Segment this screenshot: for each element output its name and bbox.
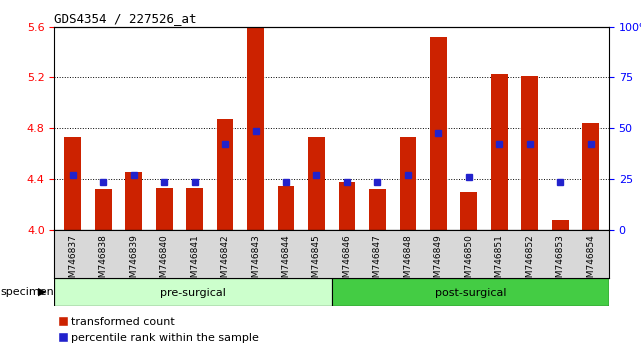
Bar: [156, 188, 172, 230]
Text: ▶: ▶: [38, 287, 46, 297]
Text: GSM746851: GSM746851: [495, 234, 504, 289]
Text: GSM746839: GSM746839: [129, 234, 138, 289]
Bar: [491, 74, 508, 230]
Text: GSM746845: GSM746845: [312, 234, 321, 289]
Text: GSM746853: GSM746853: [556, 234, 565, 289]
Text: GSM746850: GSM746850: [464, 234, 473, 289]
Bar: [369, 189, 386, 230]
Bar: [308, 137, 325, 230]
Bar: [95, 189, 112, 230]
Bar: [247, 27, 264, 230]
Bar: [430, 37, 447, 230]
Text: GSM746844: GSM746844: [281, 234, 290, 289]
Text: GSM746837: GSM746837: [68, 234, 78, 289]
Text: GSM746852: GSM746852: [525, 234, 534, 289]
Text: post-surgical: post-surgical: [435, 287, 506, 298]
Bar: [338, 182, 355, 230]
Legend: transformed count, percentile rank within the sample: transformed count, percentile rank withi…: [60, 317, 259, 343]
Text: GDS4354 / 227526_at: GDS4354 / 227526_at: [54, 12, 197, 25]
Bar: [521, 76, 538, 230]
Bar: [399, 137, 416, 230]
Bar: [460, 192, 477, 230]
Bar: [278, 185, 294, 230]
Bar: [332, 278, 609, 306]
Text: GSM746843: GSM746843: [251, 234, 260, 289]
Text: GSM746842: GSM746842: [221, 234, 229, 289]
Text: GSM746838: GSM746838: [99, 234, 108, 289]
Bar: [54, 278, 332, 306]
Text: GSM746841: GSM746841: [190, 234, 199, 289]
Bar: [582, 123, 599, 230]
Text: GSM746847: GSM746847: [373, 234, 382, 289]
Text: GSM746846: GSM746846: [342, 234, 351, 289]
Text: GSM746854: GSM746854: [586, 234, 595, 289]
Bar: [187, 188, 203, 230]
Text: specimen: specimen: [1, 287, 54, 297]
Bar: [217, 119, 233, 230]
Bar: [64, 137, 81, 230]
Text: GSM746840: GSM746840: [160, 234, 169, 289]
Text: pre-surgical: pre-surgical: [160, 287, 226, 298]
Text: GSM746849: GSM746849: [434, 234, 443, 289]
Bar: [552, 220, 569, 230]
Text: GSM746848: GSM746848: [403, 234, 412, 289]
Bar: [126, 172, 142, 230]
